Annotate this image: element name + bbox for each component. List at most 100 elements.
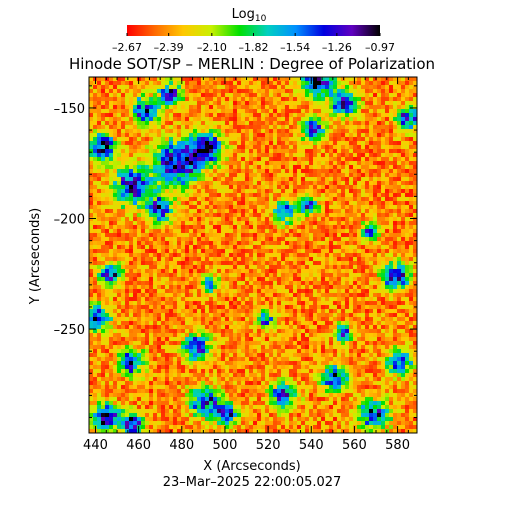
heatmap-cell xyxy=(317,113,322,118)
heatmap-cell xyxy=(385,161,390,166)
heatmap-cell xyxy=(149,153,154,158)
heatmap-cell xyxy=(201,273,206,278)
heatmap-cell xyxy=(385,185,390,190)
heatmap-cell xyxy=(153,205,158,210)
heatmap-cell xyxy=(333,221,338,226)
heatmap-cell xyxy=(333,141,338,146)
heatmap-cell xyxy=(197,93,202,98)
heatmap-cell xyxy=(97,225,102,230)
heatmap-cell xyxy=(241,205,246,210)
heatmap-cell xyxy=(265,253,270,258)
heatmap-cell xyxy=(357,225,362,230)
heatmap-cell xyxy=(209,161,214,166)
heatmap-cell xyxy=(125,289,130,294)
heatmap-cell xyxy=(357,149,362,154)
heatmap-cell xyxy=(185,281,190,286)
heatmap-cell xyxy=(169,193,174,198)
heatmap-cell xyxy=(349,233,354,238)
heatmap-cell xyxy=(113,273,118,278)
heatmap-cell xyxy=(341,249,346,254)
heatmap-cell xyxy=(273,85,278,90)
heatmap-cell xyxy=(237,305,242,310)
heatmap-cell xyxy=(381,137,386,142)
heatmap-cell xyxy=(281,189,286,194)
heatmap-cell xyxy=(221,173,226,178)
heatmap-cell xyxy=(321,121,326,126)
heatmap-cell xyxy=(125,129,130,134)
heatmap-cell xyxy=(301,149,306,154)
heatmap-cell xyxy=(241,193,246,198)
heatmap-cell xyxy=(301,125,306,130)
heatmap-cell xyxy=(193,177,198,182)
heatmap-cell xyxy=(197,269,202,274)
heatmap-cell xyxy=(241,125,246,130)
heatmap-cell xyxy=(257,197,262,202)
heatmap-cell xyxy=(141,197,146,202)
heatmap-cell xyxy=(121,257,126,262)
heatmap-cell xyxy=(305,153,310,158)
heatmap-cell xyxy=(109,81,114,86)
heatmap-cell xyxy=(249,197,254,202)
heatmap-cell xyxy=(265,205,270,210)
heatmap-cell xyxy=(217,133,222,138)
heatmap-cell xyxy=(301,109,306,114)
heatmap-cell xyxy=(393,153,398,158)
heatmap-cell xyxy=(121,113,126,118)
heatmap-cell xyxy=(321,249,326,254)
heatmap-cell xyxy=(265,153,270,158)
heatmap-cell xyxy=(93,141,98,146)
heatmap-cell xyxy=(265,245,270,250)
heatmap-cell xyxy=(317,261,322,266)
heatmap-cell xyxy=(209,193,214,198)
heatmap-cell xyxy=(325,157,330,162)
heatmap-cell xyxy=(397,225,402,230)
heatmap-cell xyxy=(185,121,190,126)
heatmap-cell xyxy=(233,89,238,94)
heatmap-cell xyxy=(209,89,214,94)
heatmap-cell xyxy=(133,105,138,110)
heatmap-cell xyxy=(245,157,250,162)
heatmap-cell xyxy=(113,277,118,282)
heatmap-cell xyxy=(357,193,362,198)
heatmap-cell xyxy=(173,221,178,226)
heatmap-cell xyxy=(161,109,166,114)
heatmap-cell xyxy=(313,237,318,242)
heatmap-cell xyxy=(281,293,286,298)
heatmap-cell xyxy=(225,229,230,234)
heatmap-cell xyxy=(89,185,94,190)
heatmap-cell xyxy=(297,105,302,110)
heatmap-cell xyxy=(249,169,254,174)
heatmap-cell xyxy=(393,217,398,222)
heatmap-cell xyxy=(297,89,302,94)
heatmap-cell xyxy=(129,233,134,238)
heatmap-cell xyxy=(137,189,142,194)
heatmap-cell xyxy=(133,145,138,150)
heatmap-cell xyxy=(385,153,390,158)
heatmap-cell xyxy=(117,169,122,174)
heatmap-cell xyxy=(413,301,417,306)
heatmap-cell xyxy=(205,233,210,238)
heatmap-cell xyxy=(201,241,206,246)
heatmap-cell xyxy=(157,169,162,174)
heatmap-cell xyxy=(397,89,402,94)
heatmap-cell xyxy=(117,285,122,290)
heatmap-cell xyxy=(357,153,362,158)
heatmap-cell xyxy=(365,281,370,286)
heatmap-cell xyxy=(369,285,374,290)
heatmap-cell xyxy=(349,161,354,166)
heatmap-cell xyxy=(145,105,150,110)
heatmap-cell xyxy=(181,121,186,126)
heatmap-cell xyxy=(113,129,118,134)
heatmap-cell xyxy=(345,109,350,114)
heatmap-cell xyxy=(397,301,402,306)
heatmap-cell xyxy=(353,145,358,150)
heatmap-cell xyxy=(89,165,94,170)
heatmap-cell xyxy=(353,229,358,234)
heatmap-cell xyxy=(269,205,274,210)
heatmap-cell xyxy=(301,157,306,162)
heatmap-cell xyxy=(373,217,378,222)
heatmap-cell xyxy=(153,305,158,310)
heatmap-cell xyxy=(285,121,290,126)
heatmap-cell xyxy=(165,169,170,174)
heatmap-cell xyxy=(165,113,170,118)
